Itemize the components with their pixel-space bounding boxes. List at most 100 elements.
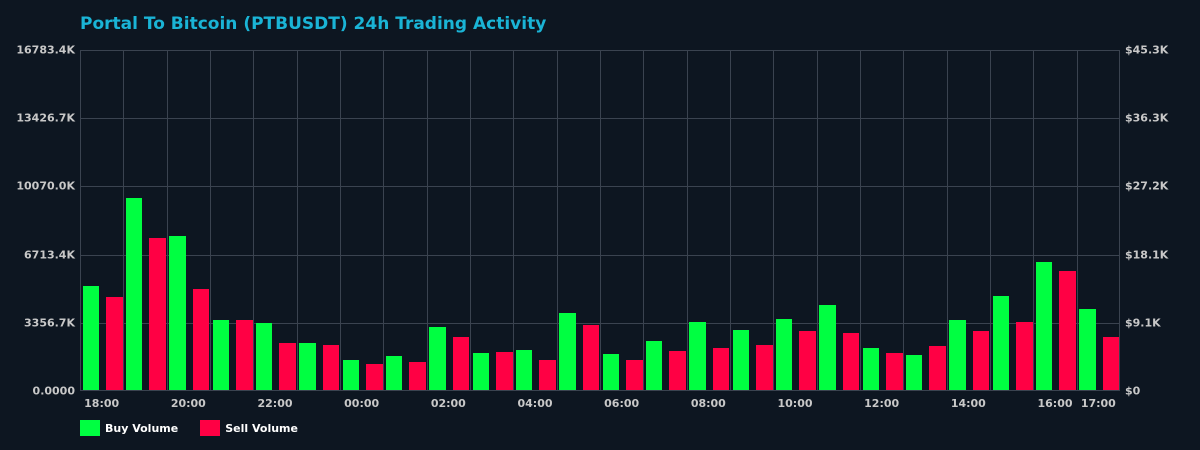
buy-bar[interactable] [689,321,706,390]
buy-bar[interactable] [775,318,793,390]
buy-bar[interactable] [905,354,923,390]
buy-bar[interactable] [212,319,229,390]
v-gridline [513,50,515,390]
sell-bar[interactable] [886,352,903,390]
buy-bar[interactable] [429,326,446,390]
sell-bar[interactable] [192,288,210,390]
v-gridline [383,50,385,390]
x-tick-label: 06:00 [604,397,640,410]
sell-bar[interactable] [279,342,296,390]
buy-bar[interactable] [732,329,749,390]
v-gridline [946,50,948,390]
v-gridline [643,50,645,390]
v-gridline [686,50,688,390]
v-gridline [296,50,298,390]
buy-bar[interactable] [385,355,403,390]
y-tick-label: 6713.4K [24,248,75,262]
buy-bar[interactable] [299,342,316,390]
buy-bar[interactable] [992,295,1009,390]
x-tick-label: 22:00 [257,397,293,410]
x-tick-label: 02:00 [430,397,466,410]
v-gridline [253,50,255,390]
buy-swatch [80,420,100,436]
sell-bar[interactable] [1102,336,1120,390]
x-tick-label: 18:00 [84,397,120,410]
buy-bar[interactable] [645,340,663,390]
sell-bar[interactable] [366,363,383,390]
v-gridline [600,50,601,390]
y2-tick-label: $36.3K [1125,111,1169,125]
buy-bar[interactable] [82,285,99,390]
sell-bar[interactable] [929,345,946,390]
v-gridline [1076,50,1078,390]
sell-bar[interactable] [669,350,686,390]
sell-bar[interactable] [842,332,860,390]
sell-bar[interactable] [539,359,556,390]
y2-tick-label: $0 [1125,384,1141,398]
y2-tick-label: $45.3K [1125,43,1169,57]
legend-item-buy[interactable]: Buy Volume [80,420,178,436]
sell-bar[interactable] [712,347,730,390]
sell-bar[interactable] [972,330,990,390]
x-tick-label: 20:00 [170,397,206,410]
v-gridline [166,50,168,390]
x-tick-label: 10:00 [777,397,813,410]
x-tick-label: 12:00 [864,397,900,410]
legend: Buy Volume Sell Volume [80,420,320,436]
x-tick-label: 08:00 [690,397,726,410]
buy-bar[interactable] [949,319,966,390]
buy-bar[interactable] [342,359,359,390]
sell-bar[interactable] [1059,270,1076,390]
y-tick-label: 13426.7K [16,111,75,125]
x-tick-label: 14:00 [950,397,986,410]
y2-tick-label: $9.1K [1125,316,1161,330]
v-gridline [1033,50,1035,390]
v-gridline [773,50,775,390]
buy-bar[interactable] [1079,308,1096,390]
buy-bar[interactable] [559,312,576,390]
sell-bar[interactable] [626,359,643,390]
v-gridline [816,50,818,390]
sell-bar[interactable] [452,336,470,390]
x-tick-label: 16:00 [1037,397,1073,410]
v-gridline [990,50,991,390]
buy-bar[interactable] [125,198,143,390]
v-gridline [426,50,428,390]
buy-bar[interactable] [255,322,273,390]
y-tick-label: 16783.4K [16,43,75,57]
sell-bar[interactable] [149,237,166,390]
sell-bar[interactable] [582,324,600,390]
buy-bar[interactable] [1035,261,1053,390]
v-gridline [340,50,341,390]
legend-label-sell: Sell Volume [225,421,298,435]
sell-bar[interactable] [409,361,426,390]
v-gridline [123,50,125,390]
sell-bar[interactable] [322,344,340,390]
x-tick-label: 17:00 [1080,397,1116,410]
sell-bar[interactable] [496,351,513,390]
x-tick-label: 04:00 [517,397,553,410]
v-gridline [860,50,861,390]
sell-bar[interactable] [756,344,773,390]
y-tick-label: 10070.0K [16,179,75,193]
v-gridline [903,50,905,390]
buy-bar[interactable] [602,353,619,390]
sell-bar[interactable] [106,296,123,390]
v-gridline [210,50,211,390]
v-gridline [470,50,471,390]
buy-bar[interactable] [472,352,489,390]
buy-bar[interactable] [819,304,836,390]
legend-item-sell[interactable]: Sell Volume [200,420,298,436]
buy-bar[interactable] [515,349,533,390]
v-gridline [730,50,731,390]
y-tick-label: 3356.7K [24,316,75,330]
sell-bar[interactable] [1016,321,1033,390]
y2-tick-label: $27.2K [1125,179,1169,193]
buy-bar[interactable] [169,235,186,390]
sell-bar[interactable] [799,330,816,390]
sell-swatch [200,420,221,436]
sell-bar[interactable] [236,319,253,390]
chart-title: Portal To Bitcoin (PTBUSDT) 24h Trading … [80,14,547,34]
y-tick-label: 0.0000 [32,384,75,398]
buy-bar[interactable] [862,347,879,390]
